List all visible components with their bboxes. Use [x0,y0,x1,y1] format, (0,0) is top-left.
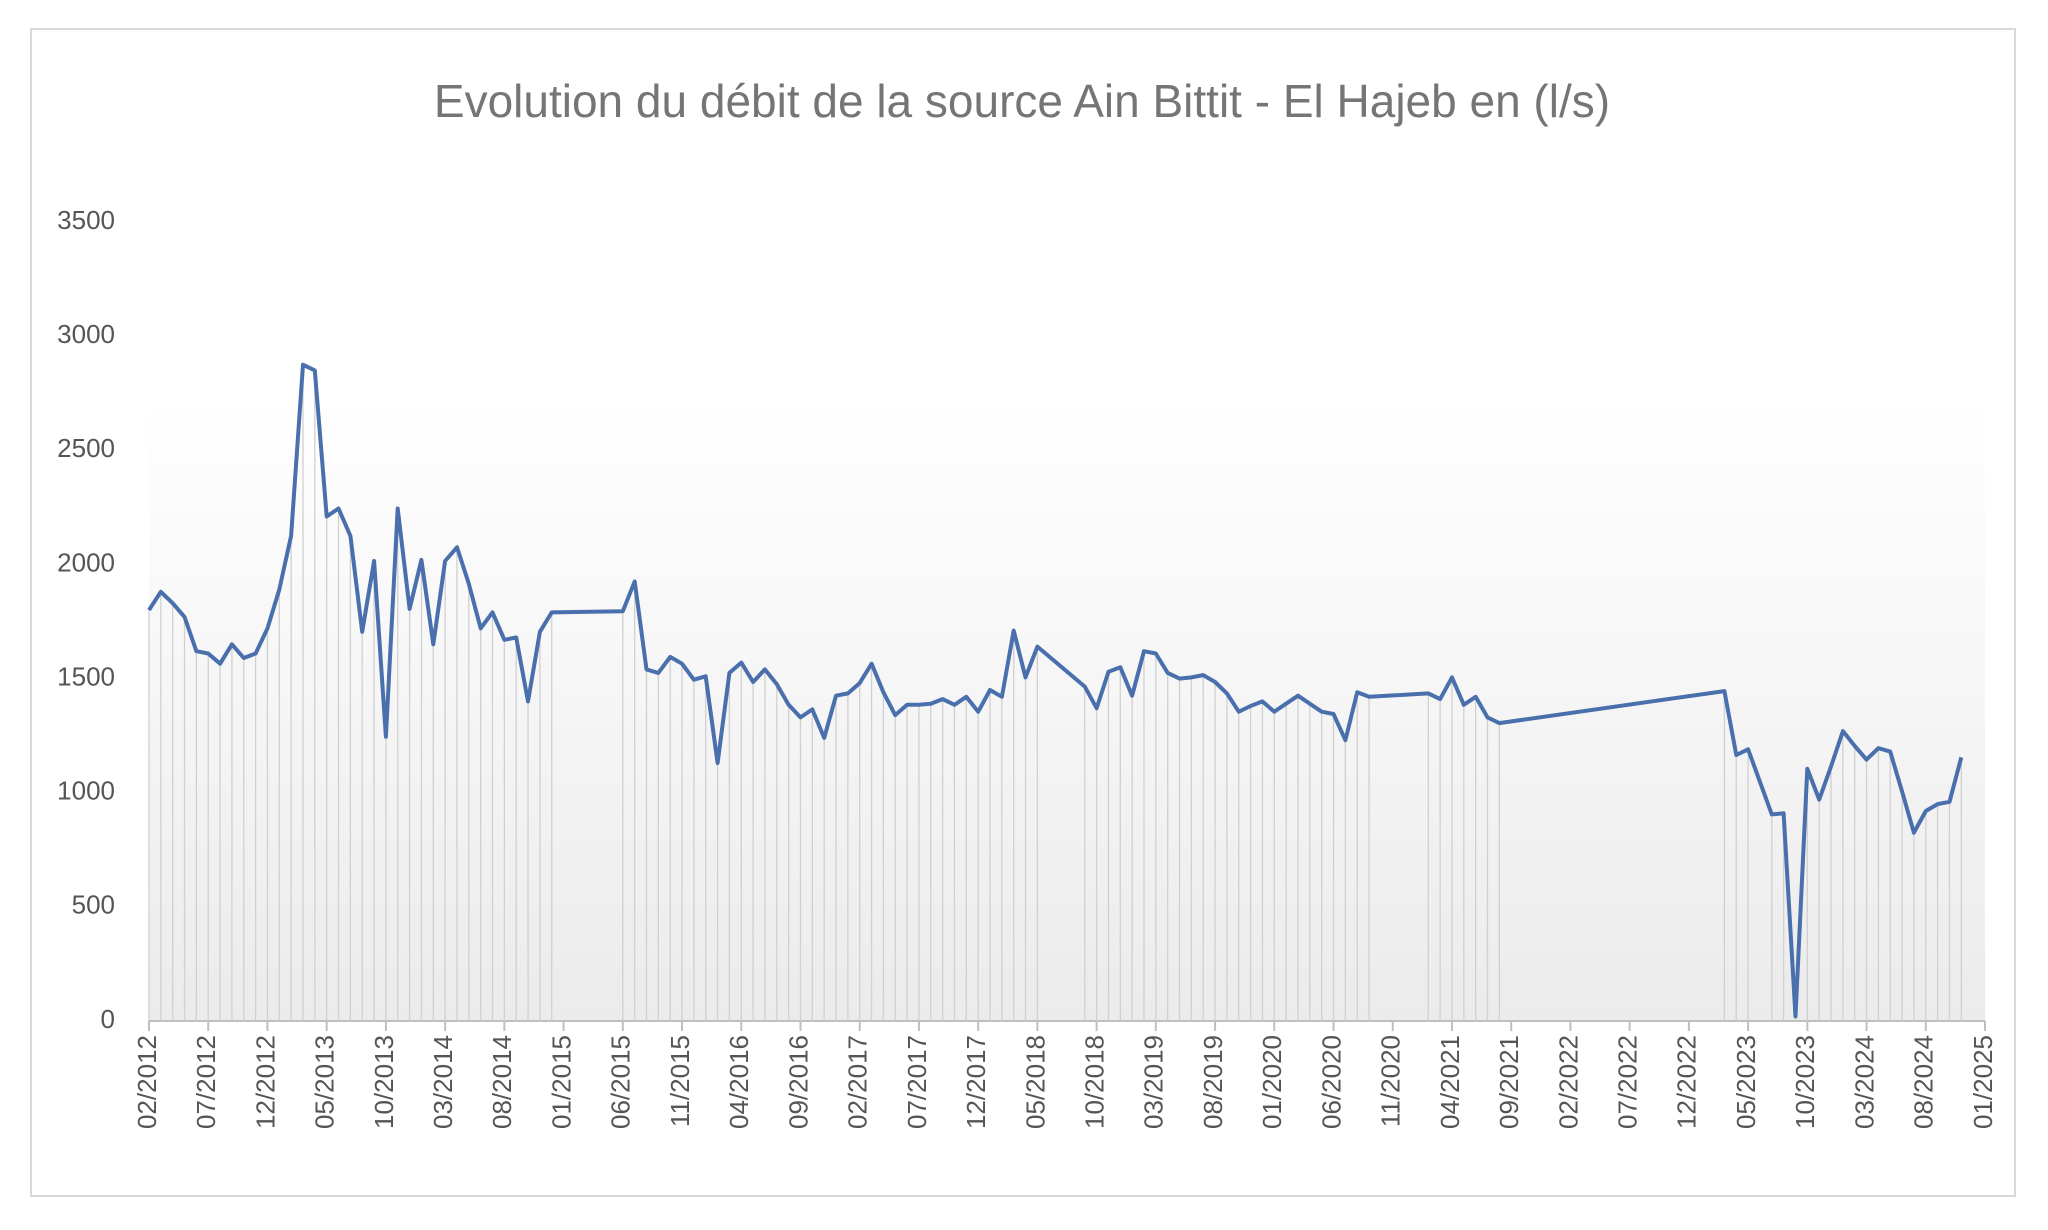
plot-background [149,400,1985,1021]
y-tick-label: 3000 [57,319,115,349]
x-tick-label: 01/2025 [1968,1035,1998,1129]
y-tick-label: 1500 [57,661,115,691]
x-tick-label: 11/2015 [665,1035,695,1127]
y-tick-label: 3500 [57,205,115,235]
y-tick-label: 2000 [57,547,115,577]
x-tick-label: 03/2024 [1849,1035,1879,1129]
x-tick-label: 04/2021 [1435,1035,1465,1129]
x-tick-label: 05/2018 [1020,1035,1050,1129]
y-tick-label: 500 [72,890,115,920]
x-tick-label: 05/2023 [1731,1035,1761,1129]
x-tick-label: 07/2012 [191,1035,221,1129]
y-tick-label: 2500 [57,433,115,463]
x-tick-label: 12/2022 [1672,1035,1702,1129]
x-tick-label: 03/2019 [1139,1035,1169,1129]
x-tick-label: 08/2024 [1909,1035,1939,1129]
x-tick-label: 07/2017 [902,1035,932,1129]
x-tick-label: 07/2022 [1613,1035,1643,1129]
y-tick-label: 1000 [57,776,115,806]
x-tick-label: 02/2017 [843,1035,873,1129]
x-tick-label: 10/2013 [369,1035,399,1129]
x-tick-label: 09/2021 [1494,1035,1524,1129]
x-tick-label: 01/2015 [546,1035,576,1129]
x-tick-label: 08/2019 [1198,1035,1228,1129]
x-tick-label: 06/2015 [606,1035,636,1129]
x-tick-label: 12/2017 [961,1035,991,1129]
x-tick-label: 09/2016 [783,1035,813,1129]
chart-title: Evolution du débit de la source Ain Bitt… [434,75,1610,127]
x-tick-label: 10/2018 [1079,1035,1109,1129]
x-tick-label: 12/2012 [250,1035,280,1129]
y-tick-label: 0 [101,1004,115,1034]
data-line [147,362,1964,1019]
x-tick-label: 03/2014 [428,1035,458,1129]
x-tick-label: 01/2020 [1257,1035,1287,1129]
x-tick-label: 06/2020 [1316,1035,1346,1129]
x-tick-label: 08/2014 [487,1035,517,1129]
x-tick-label: 05/2013 [310,1035,340,1129]
x-tick-label: 10/2023 [1790,1035,1820,1129]
x-tick-label: 11/2020 [1376,1035,1406,1127]
x-tick-label: 04/2016 [724,1035,754,1129]
x-tick-label: 02/2012 [132,1035,162,1129]
x-tick-label: 02/2022 [1553,1035,1583,1129]
